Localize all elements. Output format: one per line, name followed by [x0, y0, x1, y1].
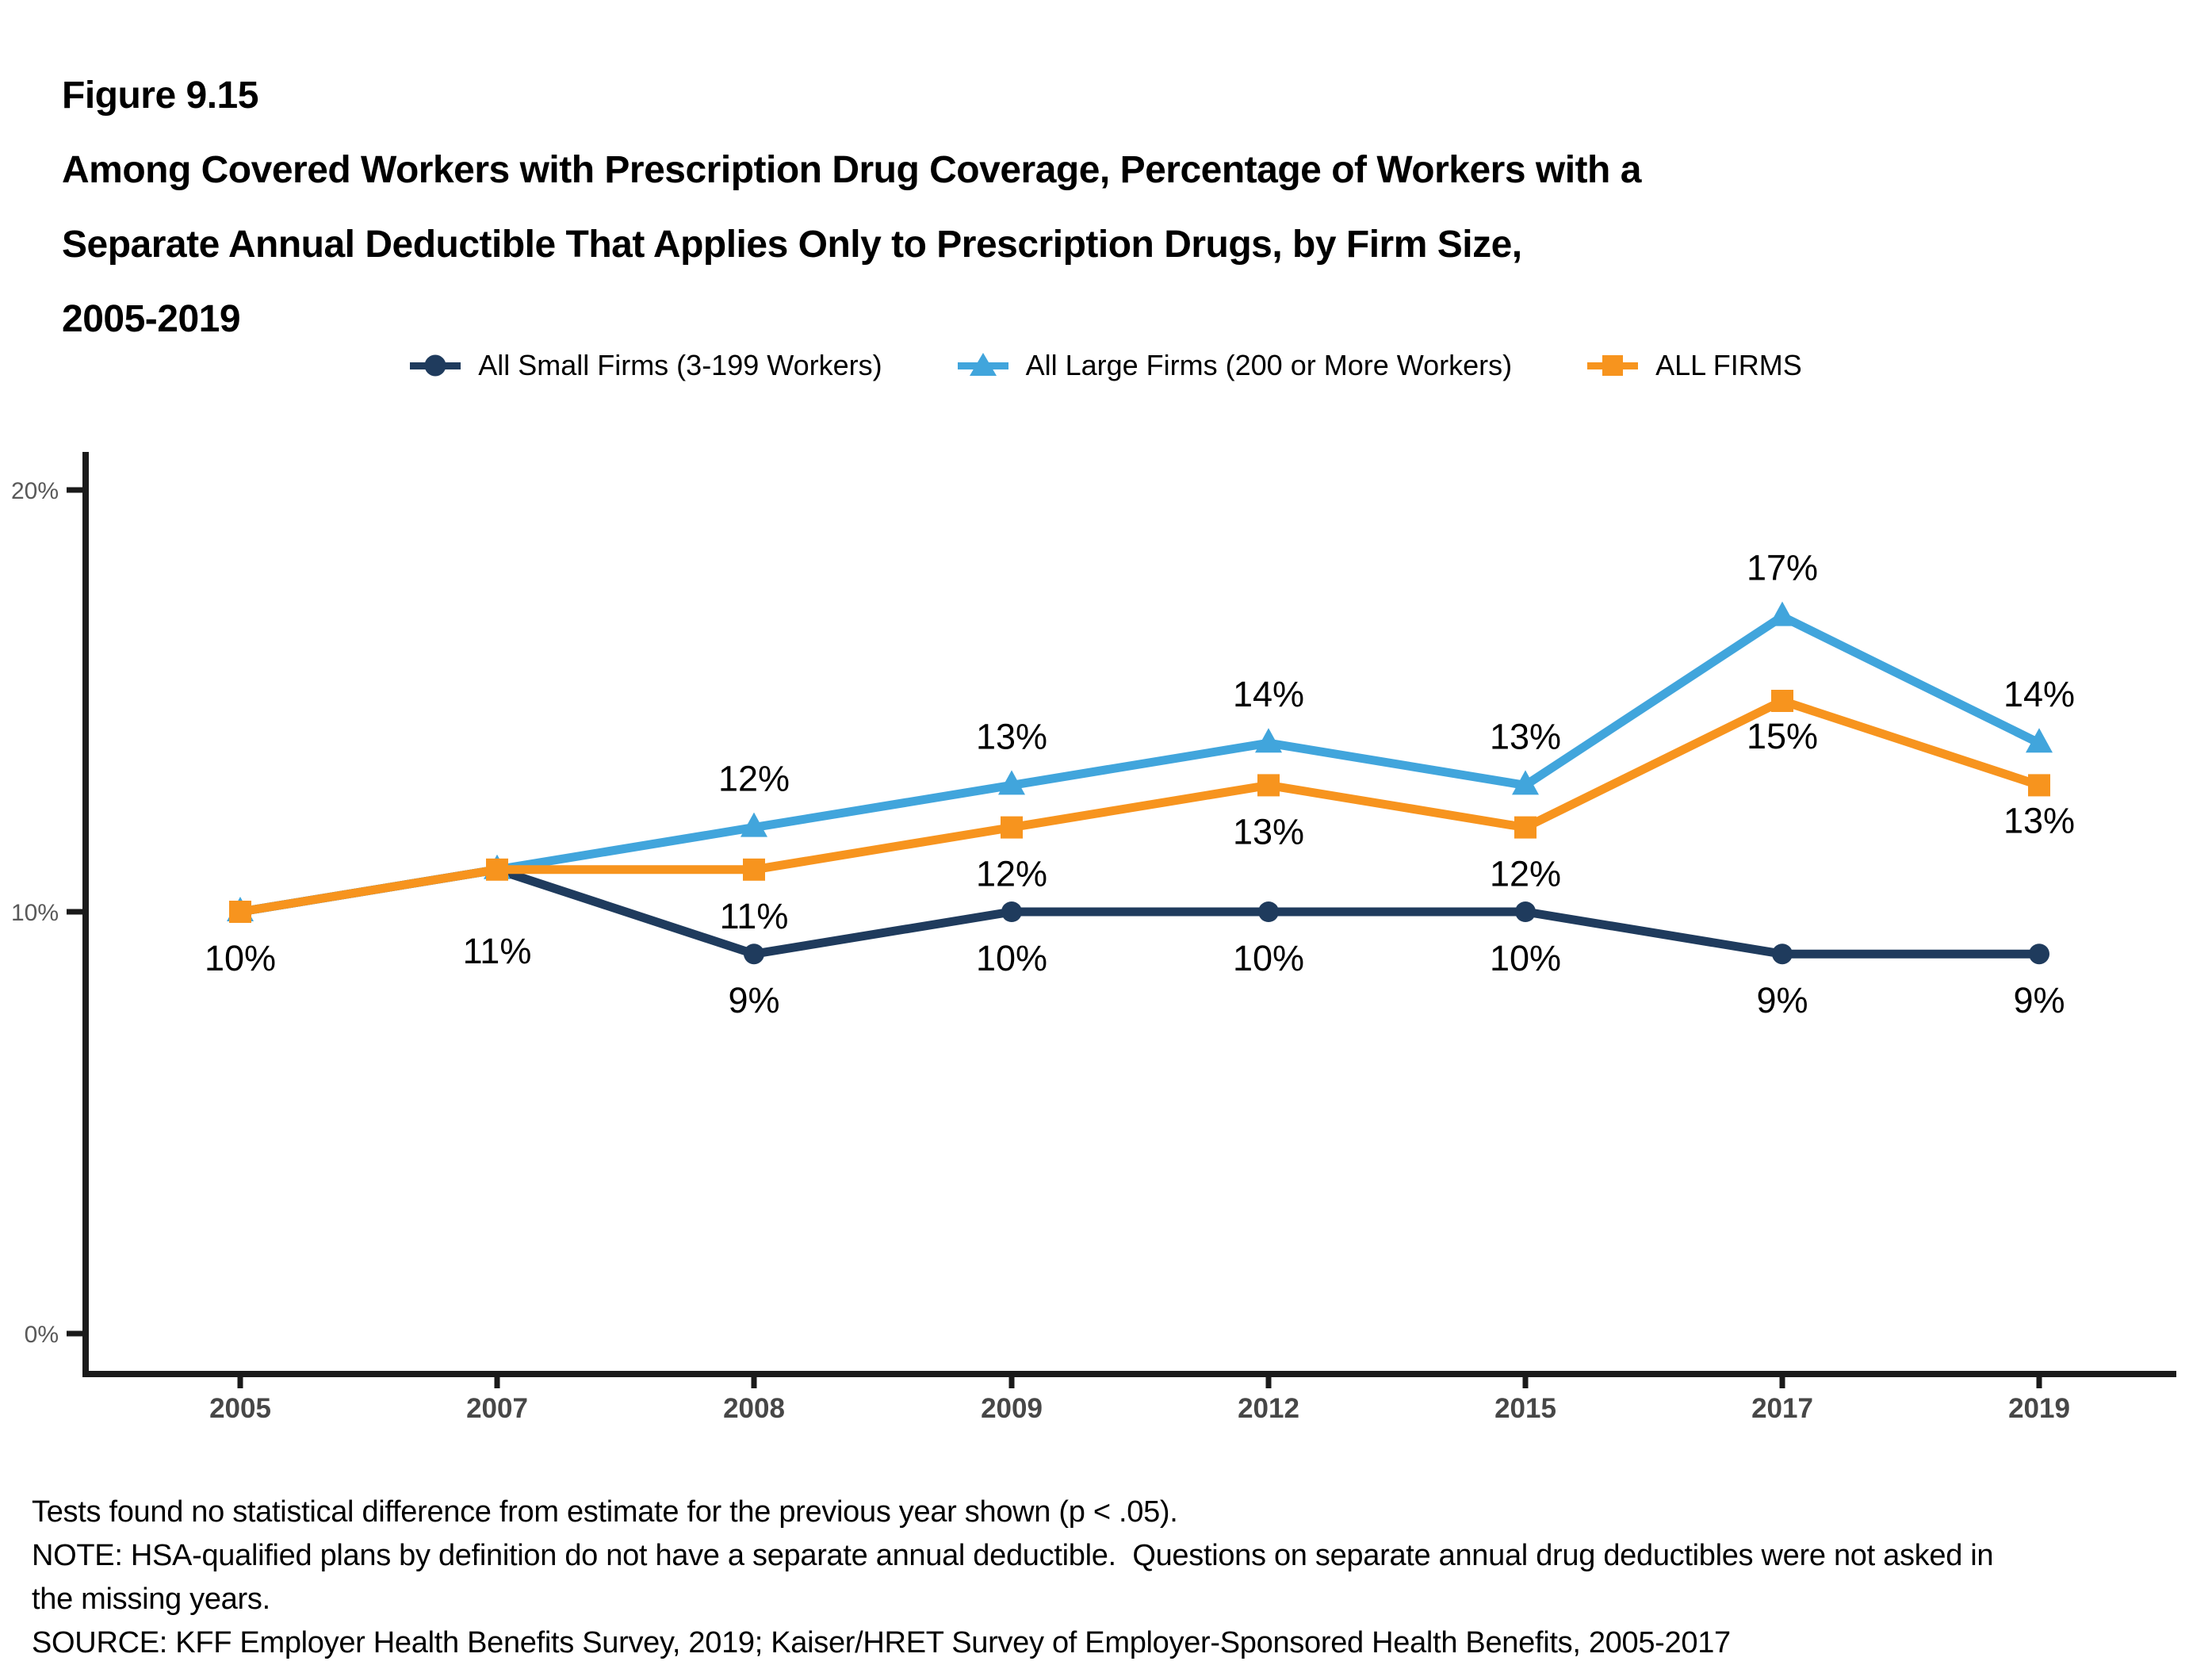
x-tick-label: 2008 [723, 1393, 785, 1424]
large-firms-line-triangle-icon [957, 350, 1008, 381]
data-point-circle [744, 944, 764, 965]
legend: All Small Firms (3-199 Workers) All Larg… [0, 349, 2212, 382]
data-label: 9% [1756, 980, 1808, 1020]
y-tick-label: 0% [25, 1322, 59, 1348]
footnote-note-line-2: the missing years. [32, 1583, 270, 1616]
data-label: 9% [2013, 980, 2065, 1020]
legend-item-all-firms: ALL FIRMS [1587, 349, 1802, 382]
data-label: 12% [718, 759, 790, 799]
data-point-square [1514, 816, 1537, 839]
figure-title-line-2: Separate Annual Deductible That Applies … [62, 224, 1522, 266]
legend-label-all-firms: ALL FIRMS [1655, 349, 1802, 381]
x-tick-label: 2005 [209, 1393, 271, 1424]
figure-title-line-1: Among Covered Workers with Prescription … [62, 149, 1641, 191]
data-label: 14% [2003, 674, 2075, 714]
footnote-stat-test: Tests found no statistical difference fr… [32, 1495, 1178, 1529]
x-tick-label: 2007 [466, 1393, 528, 1424]
data-label: 13% [976, 716, 1047, 756]
data-label: 10% [1233, 938, 1304, 978]
data-point-circle [1515, 901, 1536, 922]
series-line-square [235, 696, 2044, 917]
data-label: 12% [976, 854, 1047, 894]
data-label: 12% [1490, 854, 1561, 894]
data-label: 9% [728, 980, 779, 1020]
x-tick-label: 2012 [1238, 1393, 1299, 1424]
data-label: 13% [1233, 811, 1304, 852]
x-tick-label: 2017 [1751, 1393, 1813, 1424]
data-point-triangle [1255, 728, 1282, 753]
y-tick-label: 20% [11, 478, 59, 504]
data-label: 11% [720, 896, 789, 936]
data-point-triangle [1512, 770, 1539, 795]
data-label: 11% [463, 931, 532, 971]
data-label: 15% [1747, 716, 1818, 756]
footnote-source: SOURCE: KFF Employer Health Benefits Sur… [32, 1626, 1731, 1659]
data-point-square [486, 858, 508, 881]
data-label: 13% [2003, 800, 2075, 840]
data-point-square [1001, 816, 1023, 839]
footnote-note-line-1: NOTE: HSA-qualified plans by definition … [32, 1539, 1994, 1572]
series-line-circle [235, 865, 2044, 959]
data-point-square [1257, 774, 1280, 797]
data-label: 17% [1747, 548, 1818, 588]
y-tick-label: 10% [11, 900, 59, 926]
x-tick-label: 2015 [1494, 1393, 1556, 1424]
data-label: 10% [1490, 938, 1561, 978]
data-point-circle [1258, 901, 1279, 922]
figure-label: Figure 9.15 [62, 75, 258, 117]
x-tick-label: 2019 [2008, 1393, 2070, 1424]
figure-title-line-3: 2005-2019 [62, 298, 241, 340]
series-line-triangle [235, 612, 2044, 917]
x-tick-label: 2009 [981, 1393, 1043, 1424]
data-point-square [1771, 690, 1793, 712]
data-label: 13% [1490, 716, 1561, 756]
data-point-triangle [998, 770, 1025, 795]
legend-item-small-firms: All Small Firms (3-199 Workers) [410, 349, 882, 382]
all-firms-line-square-icon [1587, 350, 1639, 381]
data-point-square [2028, 774, 2050, 797]
data-label: 10% [976, 938, 1047, 978]
legend-label-large-firms: All Large Firms (200 or More Workers) [1025, 349, 1513, 381]
footnotes: Tests found no statistical difference fr… [32, 1491, 1994, 1665]
figure-header: Figure 9.15 Among Covered Workers with P… [62, 59, 1641, 357]
small-firms-line-circle-icon [410, 350, 461, 381]
data-point-triangle [741, 812, 767, 837]
data-point-square [229, 901, 251, 923]
data-point-circle [2029, 944, 2049, 965]
legend-item-large-firms: All Large Firms (200 or More Workers) [957, 349, 1513, 382]
data-point-square [743, 858, 765, 881]
data-point-circle [1001, 901, 1022, 922]
data-point-triangle [2026, 728, 2053, 753]
data-point-triangle [1769, 601, 1796, 626]
legend-label-small-firms: All Small Firms (3-199 Workers) [478, 349, 882, 381]
data-label: 10% [205, 938, 276, 978]
data-point-circle [1772, 944, 1793, 965]
data-label: 14% [1233, 674, 1304, 714]
